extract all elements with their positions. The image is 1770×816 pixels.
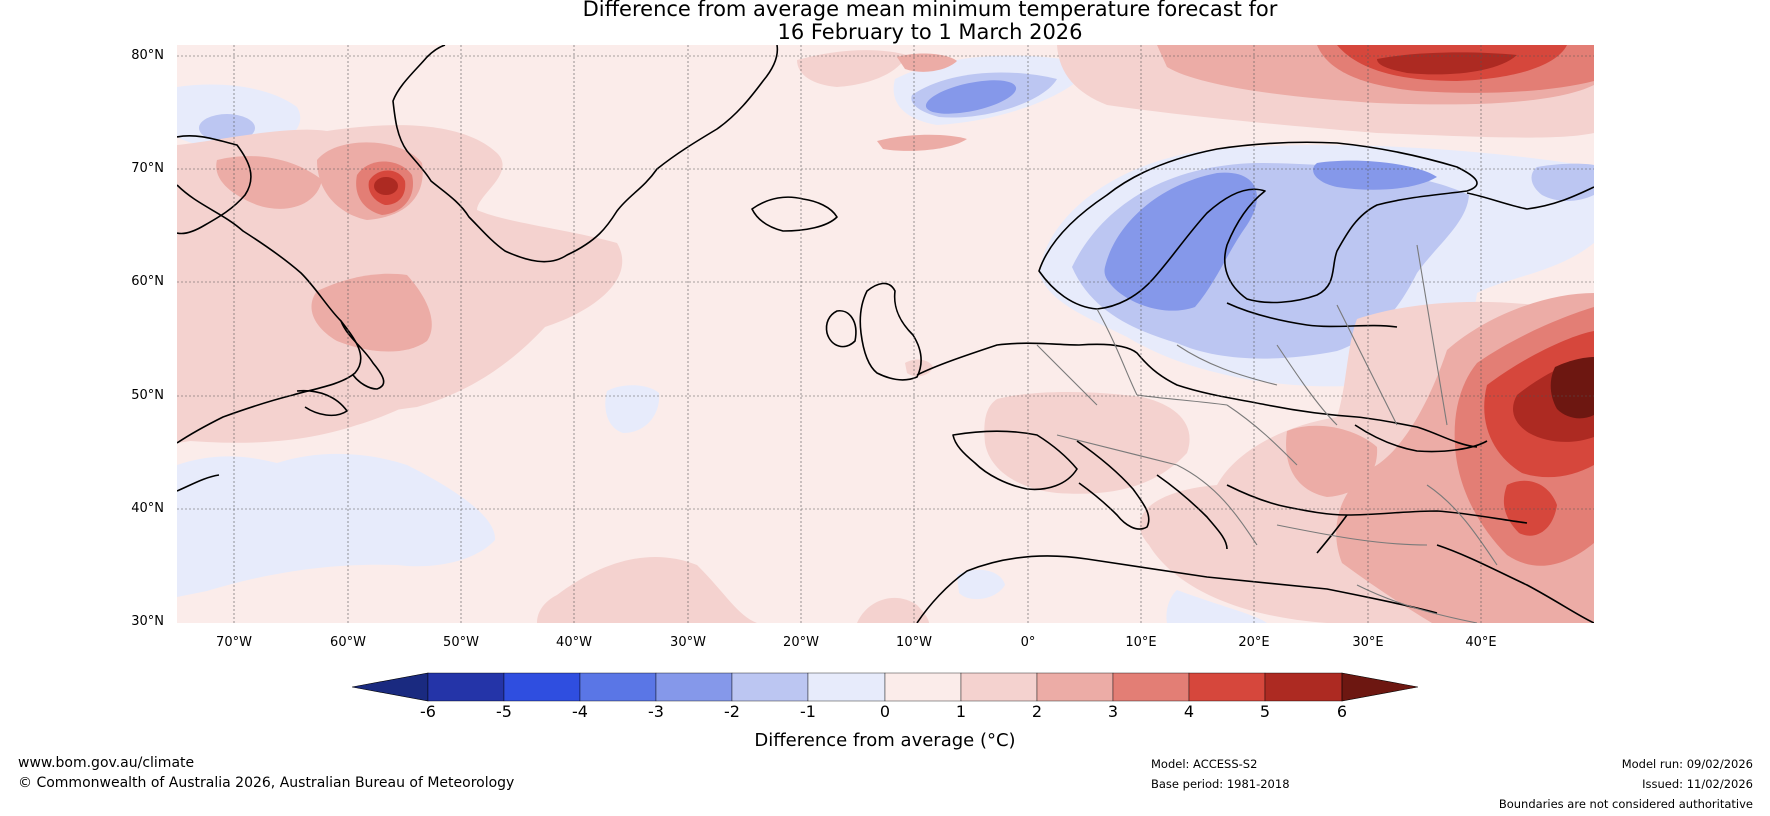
colorbar-label: Difference from average (°C) — [754, 730, 1016, 751]
colorbar-tick-5: 5 — [1259, 702, 1271, 721]
colorbar-bin-12 — [1264, 672, 1343, 702]
colorbar-extend-low — [352, 672, 429, 702]
copyright-text: © Commonwealth of Australia 2026, Austra… — [18, 775, 515, 791]
colorbar-tick-minus3: -3 — [648, 702, 664, 721]
lon-label-50w: 50°W — [443, 635, 479, 650]
colorbar-bin-8 — [960, 672, 1038, 702]
gridline-layer — [177, 45, 1594, 623]
lat-label-70n: 70°N — [131, 161, 164, 176]
map-title: Difference from average mean minimum tem… — [460, 0, 1400, 44]
forecast-map — [177, 45, 1594, 623]
colorbar-tick-6: 6 — [1336, 702, 1348, 721]
cool-anomaly-layer — [177, 55, 1594, 623]
colorbar-bin-10 — [1112, 672, 1190, 702]
colorbar-tick-1: 1 — [955, 702, 967, 721]
colorbar-bin-1 — [427, 672, 505, 702]
lat-label-30n: 30°N — [131, 614, 164, 629]
colorbar-tick-0: 0 — [879, 702, 891, 721]
lat-label-60n: 60°N — [131, 274, 164, 289]
colorbar-bin-6 — [807, 672, 886, 702]
colorbar-tick-3: 3 — [1107, 702, 1119, 721]
colorbar-tick-minus2: -2 — [724, 702, 740, 721]
lon-label-0: 0° — [1020, 635, 1036, 650]
lon-label-40w: 40°W — [556, 635, 592, 650]
colorbar-tick-minus4: -4 — [572, 702, 588, 721]
model-run-info: Model run: 09/02/2026 — [1621, 757, 1753, 771]
lon-label-10w: 10°W — [896, 635, 932, 650]
coastline-layer — [177, 45, 1594, 623]
colorbar-bin-9 — [1036, 672, 1114, 702]
lat-label-40n: 40°N — [131, 501, 164, 516]
colorbar-tick-2: 2 — [1031, 702, 1043, 721]
colorbar-bin-11 — [1188, 672, 1266, 702]
colorbar-bin-3 — [579, 672, 657, 702]
colorbar-bin-7 — [884, 672, 962, 702]
lon-label-20e: 20°E — [1238, 635, 1270, 650]
base-period-info: Base period: 1981-2018 — [1151, 777, 1290, 791]
lon-label-20w: 20°W — [783, 635, 819, 650]
title-line-1: Difference from average mean minimum tem… — [582, 0, 1278, 21]
colorbar-tick-minus5: -5 — [496, 702, 512, 721]
model-info: Model: ACCESS-S2 — [1151, 757, 1258, 771]
title-line-2: 16 February to 1 March 2026 — [777, 20, 1083, 44]
lon-label-10e: 10°E — [1125, 635, 1157, 650]
lon-label-30e: 30°E — [1352, 635, 1384, 650]
warm-anomaly-layer — [177, 45, 1594, 623]
lon-label-30w: 30°W — [670, 635, 706, 650]
lon-label-70w: 70°W — [216, 635, 252, 650]
colorbar — [352, 672, 1418, 702]
lat-label-80n: 80°N — [131, 48, 164, 63]
lon-label-60w: 60°W — [330, 635, 366, 650]
borders-layer — [1036, 244, 1498, 623]
colorbar-extend-high — [1341, 672, 1418, 702]
boundaries-disclaimer: Boundaries are not considered authoritat… — [1498, 797, 1753, 811]
forecast-map-canvas — [177, 45, 1594, 623]
colorbar-bin-2 — [503, 672, 581, 702]
colorbar-tick-minus1: -1 — [800, 702, 816, 721]
lon-label-40e: 40°E — [1465, 635, 1497, 650]
colorbar-tick-minus6: -6 — [420, 702, 436, 721]
lat-label-50n: 50°N — [131, 388, 164, 403]
colorbar-tick-4: 4 — [1183, 702, 1195, 721]
website-link[interactable]: www.bom.gov.au/climate — [18, 755, 195, 771]
issued-info: Issued: 11/02/2026 — [1642, 777, 1753, 791]
colorbar-bin-4 — [655, 672, 733, 702]
colorbar-bin-5 — [731, 672, 809, 702]
